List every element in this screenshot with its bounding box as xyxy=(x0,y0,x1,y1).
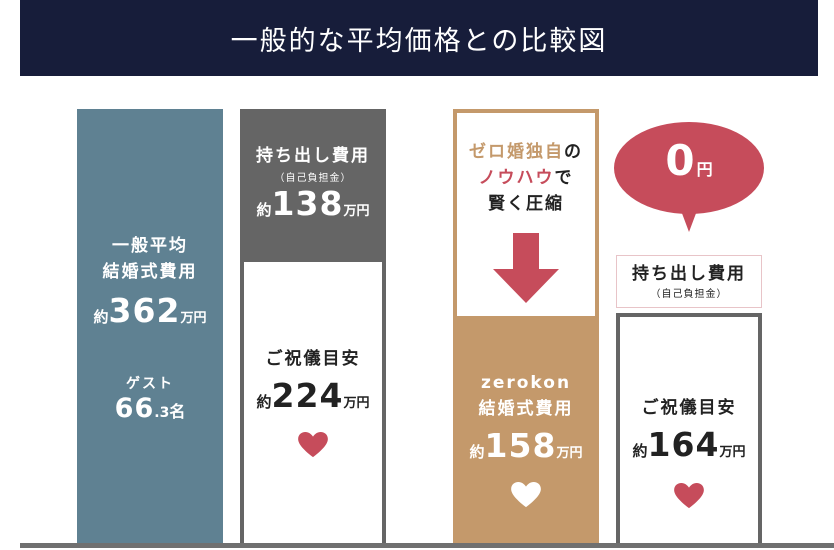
bubble-tail xyxy=(680,208,698,232)
general-out-of-pocket-amount: 約 138 万円 xyxy=(257,184,370,232)
zerokon-out-of-pocket-box: 持ち出し費用 （自己負担金） xyxy=(616,255,762,308)
general-total-bar: 一般平均 結婚式費用 約 362 万円 ゲスト 66 .3 名 xyxy=(77,109,223,543)
zerokon-note-knowhow: ノウハウ xyxy=(478,168,555,188)
general-total-prefix: 約 xyxy=(93,308,109,326)
general-out-of-pocket-unit: 万円 xyxy=(343,204,370,219)
chart-baseline xyxy=(20,543,834,548)
general-gift-amount: 約 224 万円 xyxy=(257,376,370,424)
zerokon-note-line2: ノウハウで xyxy=(479,165,574,191)
general-gift-value: 224 xyxy=(271,376,344,415)
chart-header: 一般的な平均価格との比較図 xyxy=(20,0,818,76)
general-out-of-pocket-bar: 持ち出し費用 （自己負担金） 約 138 万円 xyxy=(240,109,386,262)
zerokon-out-of-pocket-sub: （自己負担金） xyxy=(650,289,728,300)
zerokon-note-line3: 賢く圧縮 xyxy=(488,194,564,214)
zerokon-cost-prefix: 約 xyxy=(469,443,485,461)
general-gift-label: ご祝儀目安 xyxy=(265,349,361,369)
zerokon-note-particle2: で xyxy=(554,168,574,188)
general-total-unit: 万円 xyxy=(180,311,207,326)
heart-icon xyxy=(511,482,541,508)
general-total-amount: 約 362 万円 xyxy=(94,291,207,339)
general-out-of-pocket-sub: （自己負担金） xyxy=(274,173,352,184)
zerokon-cost-amount: 約 158 万円 xyxy=(470,426,583,474)
zerokon-gift-amount: 約 164 万円 xyxy=(633,425,746,473)
zerokon-note-brand: ゼロ婚独自 xyxy=(469,142,564,162)
general-gift-prefix: 約 xyxy=(256,393,272,411)
chart-title: 一般的な平均価格との比較図 xyxy=(230,25,608,57)
down-arrow-icon xyxy=(493,233,559,303)
general-total-value: 362 xyxy=(108,291,181,330)
general-total-label-2: 結婚式費用 xyxy=(102,262,198,282)
zerokon-cost-bar: zerokon 結婚式費用 約 158 万円 xyxy=(453,316,599,543)
general-out-of-pocket-value: 138 xyxy=(271,184,344,223)
general-out-of-pocket-label: 持ち出し費用 xyxy=(256,146,370,166)
guest-count-dec: .3 xyxy=(154,405,170,421)
zerokon-cost-label-2: 結婚式費用 xyxy=(478,399,574,419)
general-gift-unit: 万円 xyxy=(343,396,370,411)
zerokon-cost-label-1: zerokon xyxy=(480,373,572,393)
zerokon-gift-prefix: 約 xyxy=(632,442,648,460)
zerokon-note-particle: の xyxy=(564,142,583,162)
guest-count: 66 .3 名 xyxy=(115,393,186,429)
guest-label: ゲスト xyxy=(126,376,174,392)
heart-icon xyxy=(298,432,328,458)
general-out-of-pocket-prefix: 約 xyxy=(256,201,272,219)
zerokon-note-line1: ゼロ婚独自の xyxy=(469,139,583,165)
zerokon-gift-value: 164 xyxy=(647,425,720,464)
zerokon-cost-value: 158 xyxy=(484,426,557,465)
zerokon-gift-bar: ご祝儀目安 約 164 万円 xyxy=(616,313,762,543)
zerokon-compress-note: ゼロ婚独自の ノウハウで 賢く圧縮 xyxy=(453,109,599,316)
zerokon-out-of-pocket-label: 持ち出し費用 xyxy=(632,264,746,284)
zero-yen-bubble: 0 円 xyxy=(614,122,764,214)
zerokon-gift-label: ご祝儀目安 xyxy=(641,398,737,418)
zerokon-cost-unit: 万円 xyxy=(556,446,583,461)
zero-yen-value: 0 xyxy=(665,136,695,185)
guest-count-int: 66 xyxy=(114,393,155,424)
general-gift-bar: ご祝儀目安 約 224 万円 xyxy=(240,262,386,543)
zero-yen-unit: 円 xyxy=(696,160,713,179)
heart-icon xyxy=(674,483,704,509)
zerokon-gift-unit: 万円 xyxy=(719,445,746,460)
general-total-label-1: 一般平均 xyxy=(112,236,188,256)
guest-count-unit: 名 xyxy=(169,402,186,421)
